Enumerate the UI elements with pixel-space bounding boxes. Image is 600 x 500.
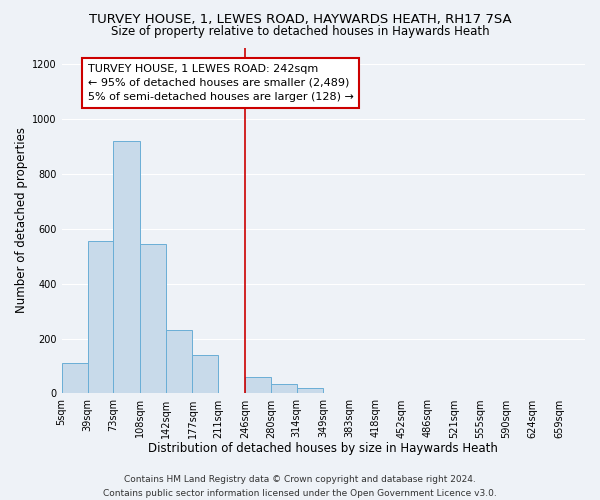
Bar [166,330,193,394]
X-axis label: Distribution of detached houses by size in Haywards Heath: Distribution of detached houses by size … [148,442,498,455]
Bar [193,355,218,394]
Y-axis label: Number of detached properties: Number of detached properties [15,128,28,314]
Text: TURVEY HOUSE, 1, LEWES ROAD, HAYWARDS HEATH, RH17 7SA: TURVEY HOUSE, 1, LEWES ROAD, HAYWARDS HE… [89,12,511,26]
Bar [271,384,297,394]
Bar [140,244,166,394]
Bar [245,377,271,394]
Text: Contains HM Land Registry data © Crown copyright and database right 2024.
Contai: Contains HM Land Registry data © Crown c… [103,476,497,498]
Text: Size of property relative to detached houses in Haywards Heath: Size of property relative to detached ho… [110,25,490,38]
Bar [88,241,113,394]
Bar [62,364,88,394]
Bar [113,141,140,394]
Bar [297,388,323,394]
Text: TURVEY HOUSE, 1 LEWES ROAD: 242sqm
← 95% of detached houses are smaller (2,489)
: TURVEY HOUSE, 1 LEWES ROAD: 242sqm ← 95%… [88,64,353,102]
